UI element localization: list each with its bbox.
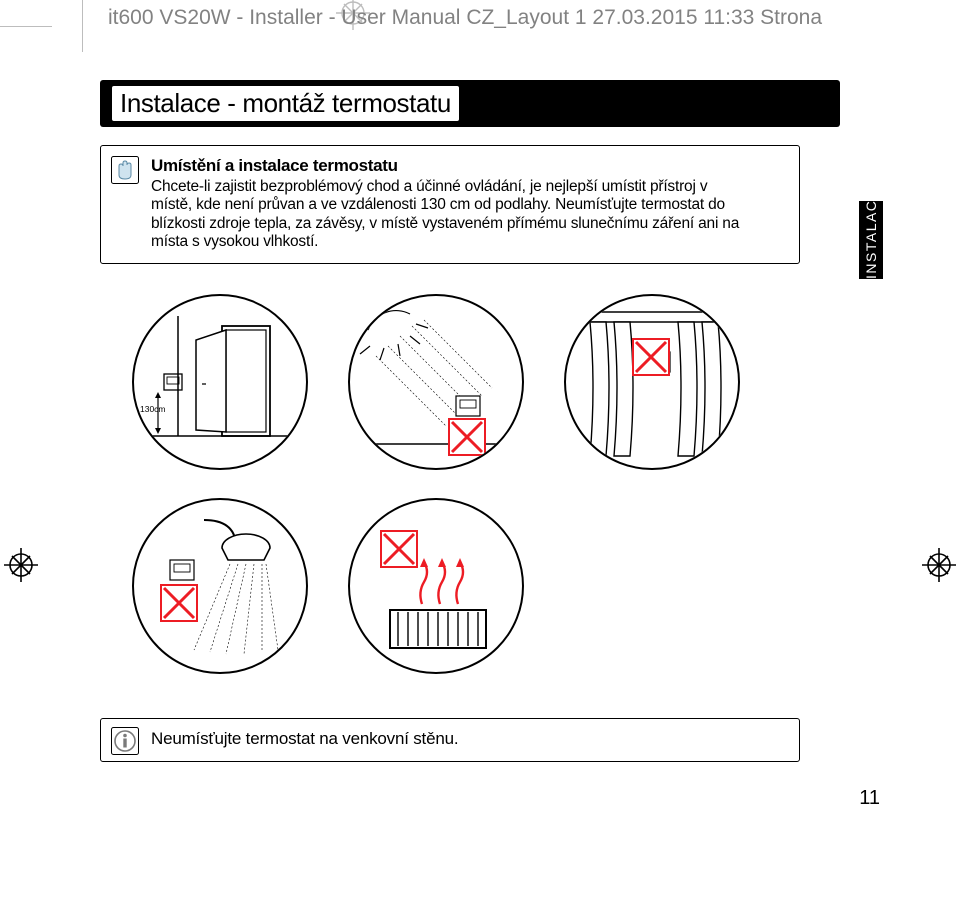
side-tab-label: INSTALACE bbox=[859, 201, 883, 279]
section-header-bar: Instalace - montáž termostatu bbox=[100, 80, 840, 127]
crop-line bbox=[0, 26, 52, 27]
section-title: Instalace - montáž termostatu bbox=[112, 86, 459, 121]
hand-icon bbox=[111, 156, 139, 184]
reg-mark-icon bbox=[922, 548, 956, 582]
illus-sunlight bbox=[348, 294, 524, 470]
red-x-icon bbox=[378, 528, 420, 570]
note-box: Neumísťujte termostat na venkovní stěnu. bbox=[100, 718, 800, 762]
illus-curtain bbox=[564, 294, 740, 470]
file-slug-text: it600 VS20W - Installer - User Manual CZ… bbox=[108, 6, 822, 30]
info-icon bbox=[111, 727, 139, 755]
illus-door-distance: 130cm bbox=[132, 294, 308, 470]
red-x-icon bbox=[158, 582, 200, 624]
info-box: Umístění a instalace termostatu Chcete-l… bbox=[100, 145, 800, 264]
note-text: Neumísťujte termostat na venkovní stěnu. bbox=[151, 729, 749, 749]
info-box-body: Chcete-li zajistit bezproblémový chod a … bbox=[151, 178, 749, 251]
dim-label: 130cm bbox=[140, 404, 166, 414]
reg-mark-icon bbox=[4, 548, 38, 582]
page-body: Instalace - montáž termostatu INSTALACE … bbox=[100, 80, 880, 762]
red-x-icon bbox=[446, 416, 488, 458]
page-number: 11 bbox=[859, 787, 880, 810]
illustration-grid: 130cm bbox=[132, 294, 772, 674]
crop-line bbox=[82, 0, 83, 52]
info-box-title: Umístění a instalace termostatu bbox=[151, 156, 749, 176]
illus-shower bbox=[132, 498, 308, 674]
red-x-icon bbox=[630, 336, 672, 378]
illus-radiator bbox=[348, 498, 524, 674]
